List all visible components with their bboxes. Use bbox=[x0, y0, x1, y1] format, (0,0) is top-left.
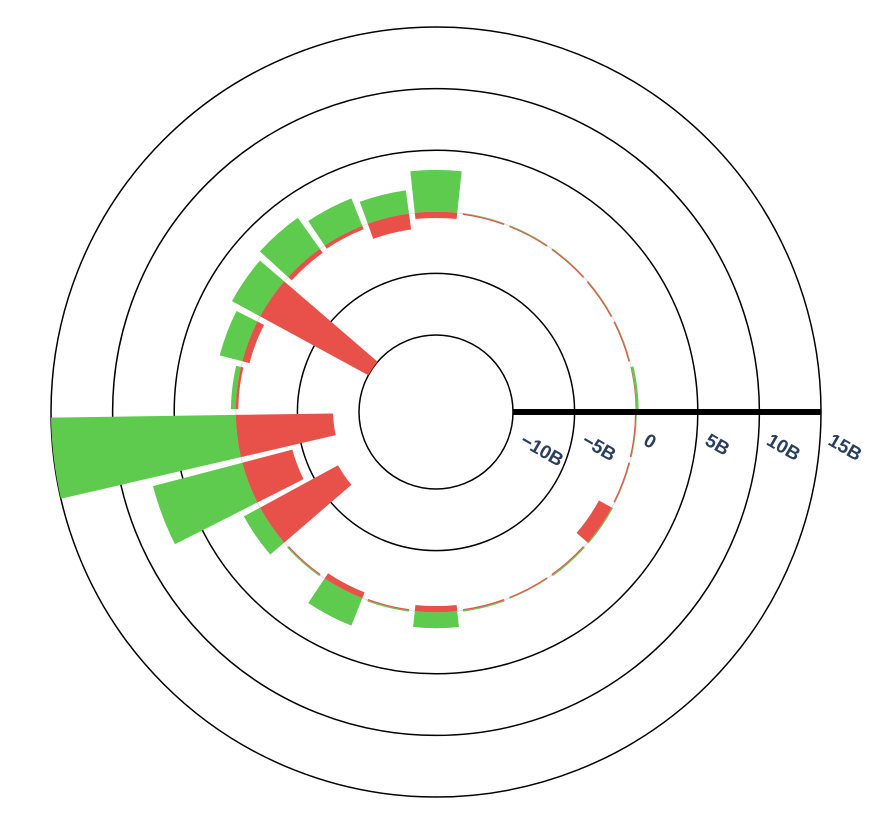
bar bbox=[551, 248, 584, 278]
bar bbox=[243, 507, 285, 555]
bar bbox=[614, 321, 631, 362]
bar bbox=[509, 225, 548, 247]
bar bbox=[576, 500, 612, 543]
bar bbox=[414, 604, 458, 613]
bar bbox=[410, 169, 462, 213]
bar bbox=[288, 546, 321, 576]
bar bbox=[260, 281, 378, 376]
bar bbox=[509, 225, 548, 246]
bar bbox=[219, 310, 258, 362]
bar bbox=[631, 414, 637, 458]
bar bbox=[230, 365, 241, 410]
bar bbox=[613, 462, 630, 503]
bar bbox=[552, 546, 585, 577]
bar bbox=[587, 507, 613, 544]
bar bbox=[463, 213, 505, 224]
bar bbox=[629, 414, 637, 458]
bar bbox=[308, 198, 363, 246]
y-tick-label: 0 bbox=[640, 430, 660, 453]
bar bbox=[509, 578, 548, 599]
bar bbox=[413, 611, 459, 629]
bar bbox=[463, 600, 505, 612]
bar bbox=[509, 577, 548, 599]
bar bbox=[613, 321, 630, 362]
bar bbox=[587, 281, 613, 317]
y-tick-label: 5B bbox=[701, 430, 733, 460]
bar bbox=[288, 248, 323, 281]
bar bbox=[324, 573, 365, 599]
bar bbox=[324, 225, 364, 249]
y-tick-label: −10B bbox=[517, 430, 567, 471]
bar bbox=[242, 449, 304, 503]
bar bbox=[359, 190, 409, 224]
bar bbox=[551, 546, 584, 576]
bar bbox=[308, 578, 363, 626]
bar bbox=[631, 366, 639, 410]
bar bbox=[367, 600, 409, 612]
y-tick-label: 15B bbox=[825, 430, 866, 466]
y-tick-label: 10B bbox=[763, 430, 804, 466]
bar bbox=[235, 366, 244, 410]
bar bbox=[462, 213, 505, 225]
bar bbox=[630, 366, 637, 410]
bar bbox=[152, 462, 258, 545]
bar bbox=[586, 281, 612, 317]
bar bbox=[414, 211, 458, 220]
grid-circle bbox=[358, 334, 514, 490]
bar bbox=[242, 321, 264, 364]
bar bbox=[287, 546, 320, 577]
bar bbox=[231, 260, 285, 317]
bar bbox=[367, 213, 412, 239]
bar bbox=[51, 414, 241, 499]
bar bbox=[614, 462, 631, 503]
bar bbox=[367, 599, 410, 611]
y-tick-label: −5B bbox=[578, 430, 619, 466]
bar bbox=[260, 465, 352, 543]
bar bbox=[462, 599, 505, 611]
bar bbox=[235, 413, 336, 458]
bar bbox=[259, 217, 320, 278]
